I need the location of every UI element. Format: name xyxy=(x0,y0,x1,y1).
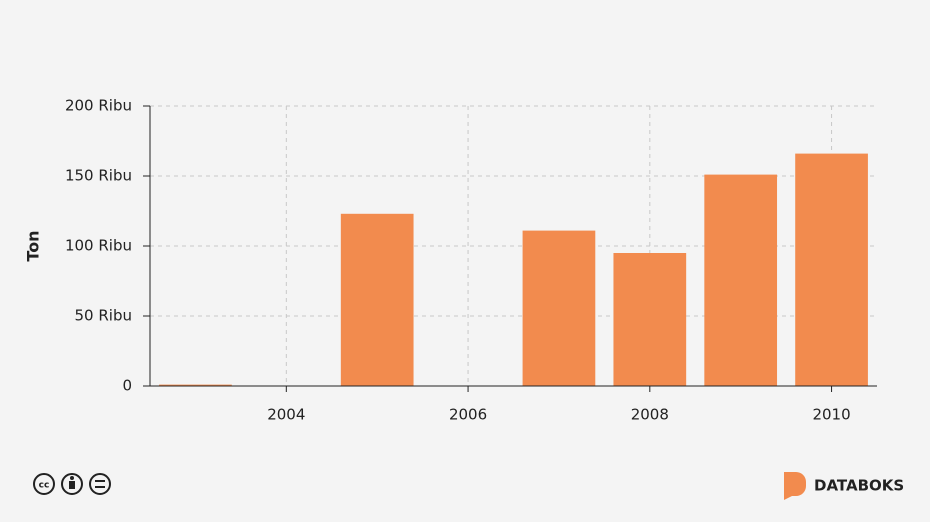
bar xyxy=(795,153,868,386)
y-tick-label: 0 xyxy=(122,377,132,395)
x-tick-label: 2004 xyxy=(267,406,305,424)
x-tick-label: 2010 xyxy=(812,406,850,424)
cc-icons: cc xyxy=(33,473,111,495)
y-tick-label: 200 Ribu xyxy=(65,97,132,115)
y-tick-label: 150 Ribu xyxy=(65,167,132,185)
svg-text:cc: cc xyxy=(39,481,50,491)
bar xyxy=(159,384,232,386)
bar xyxy=(704,174,778,386)
bar xyxy=(340,213,414,386)
bar xyxy=(613,253,687,386)
brand-logo xyxy=(784,472,806,500)
bar xyxy=(522,230,596,386)
y-axis-label: Ton xyxy=(24,230,43,261)
x-tick-label: 2008 xyxy=(631,406,669,424)
y-tick-label: 100 Ribu xyxy=(65,237,132,255)
x-tick-label: 2006 xyxy=(449,406,487,424)
brand-name: DATABOKS xyxy=(814,477,904,495)
y-tick-label: 50 Ribu xyxy=(75,307,132,325)
